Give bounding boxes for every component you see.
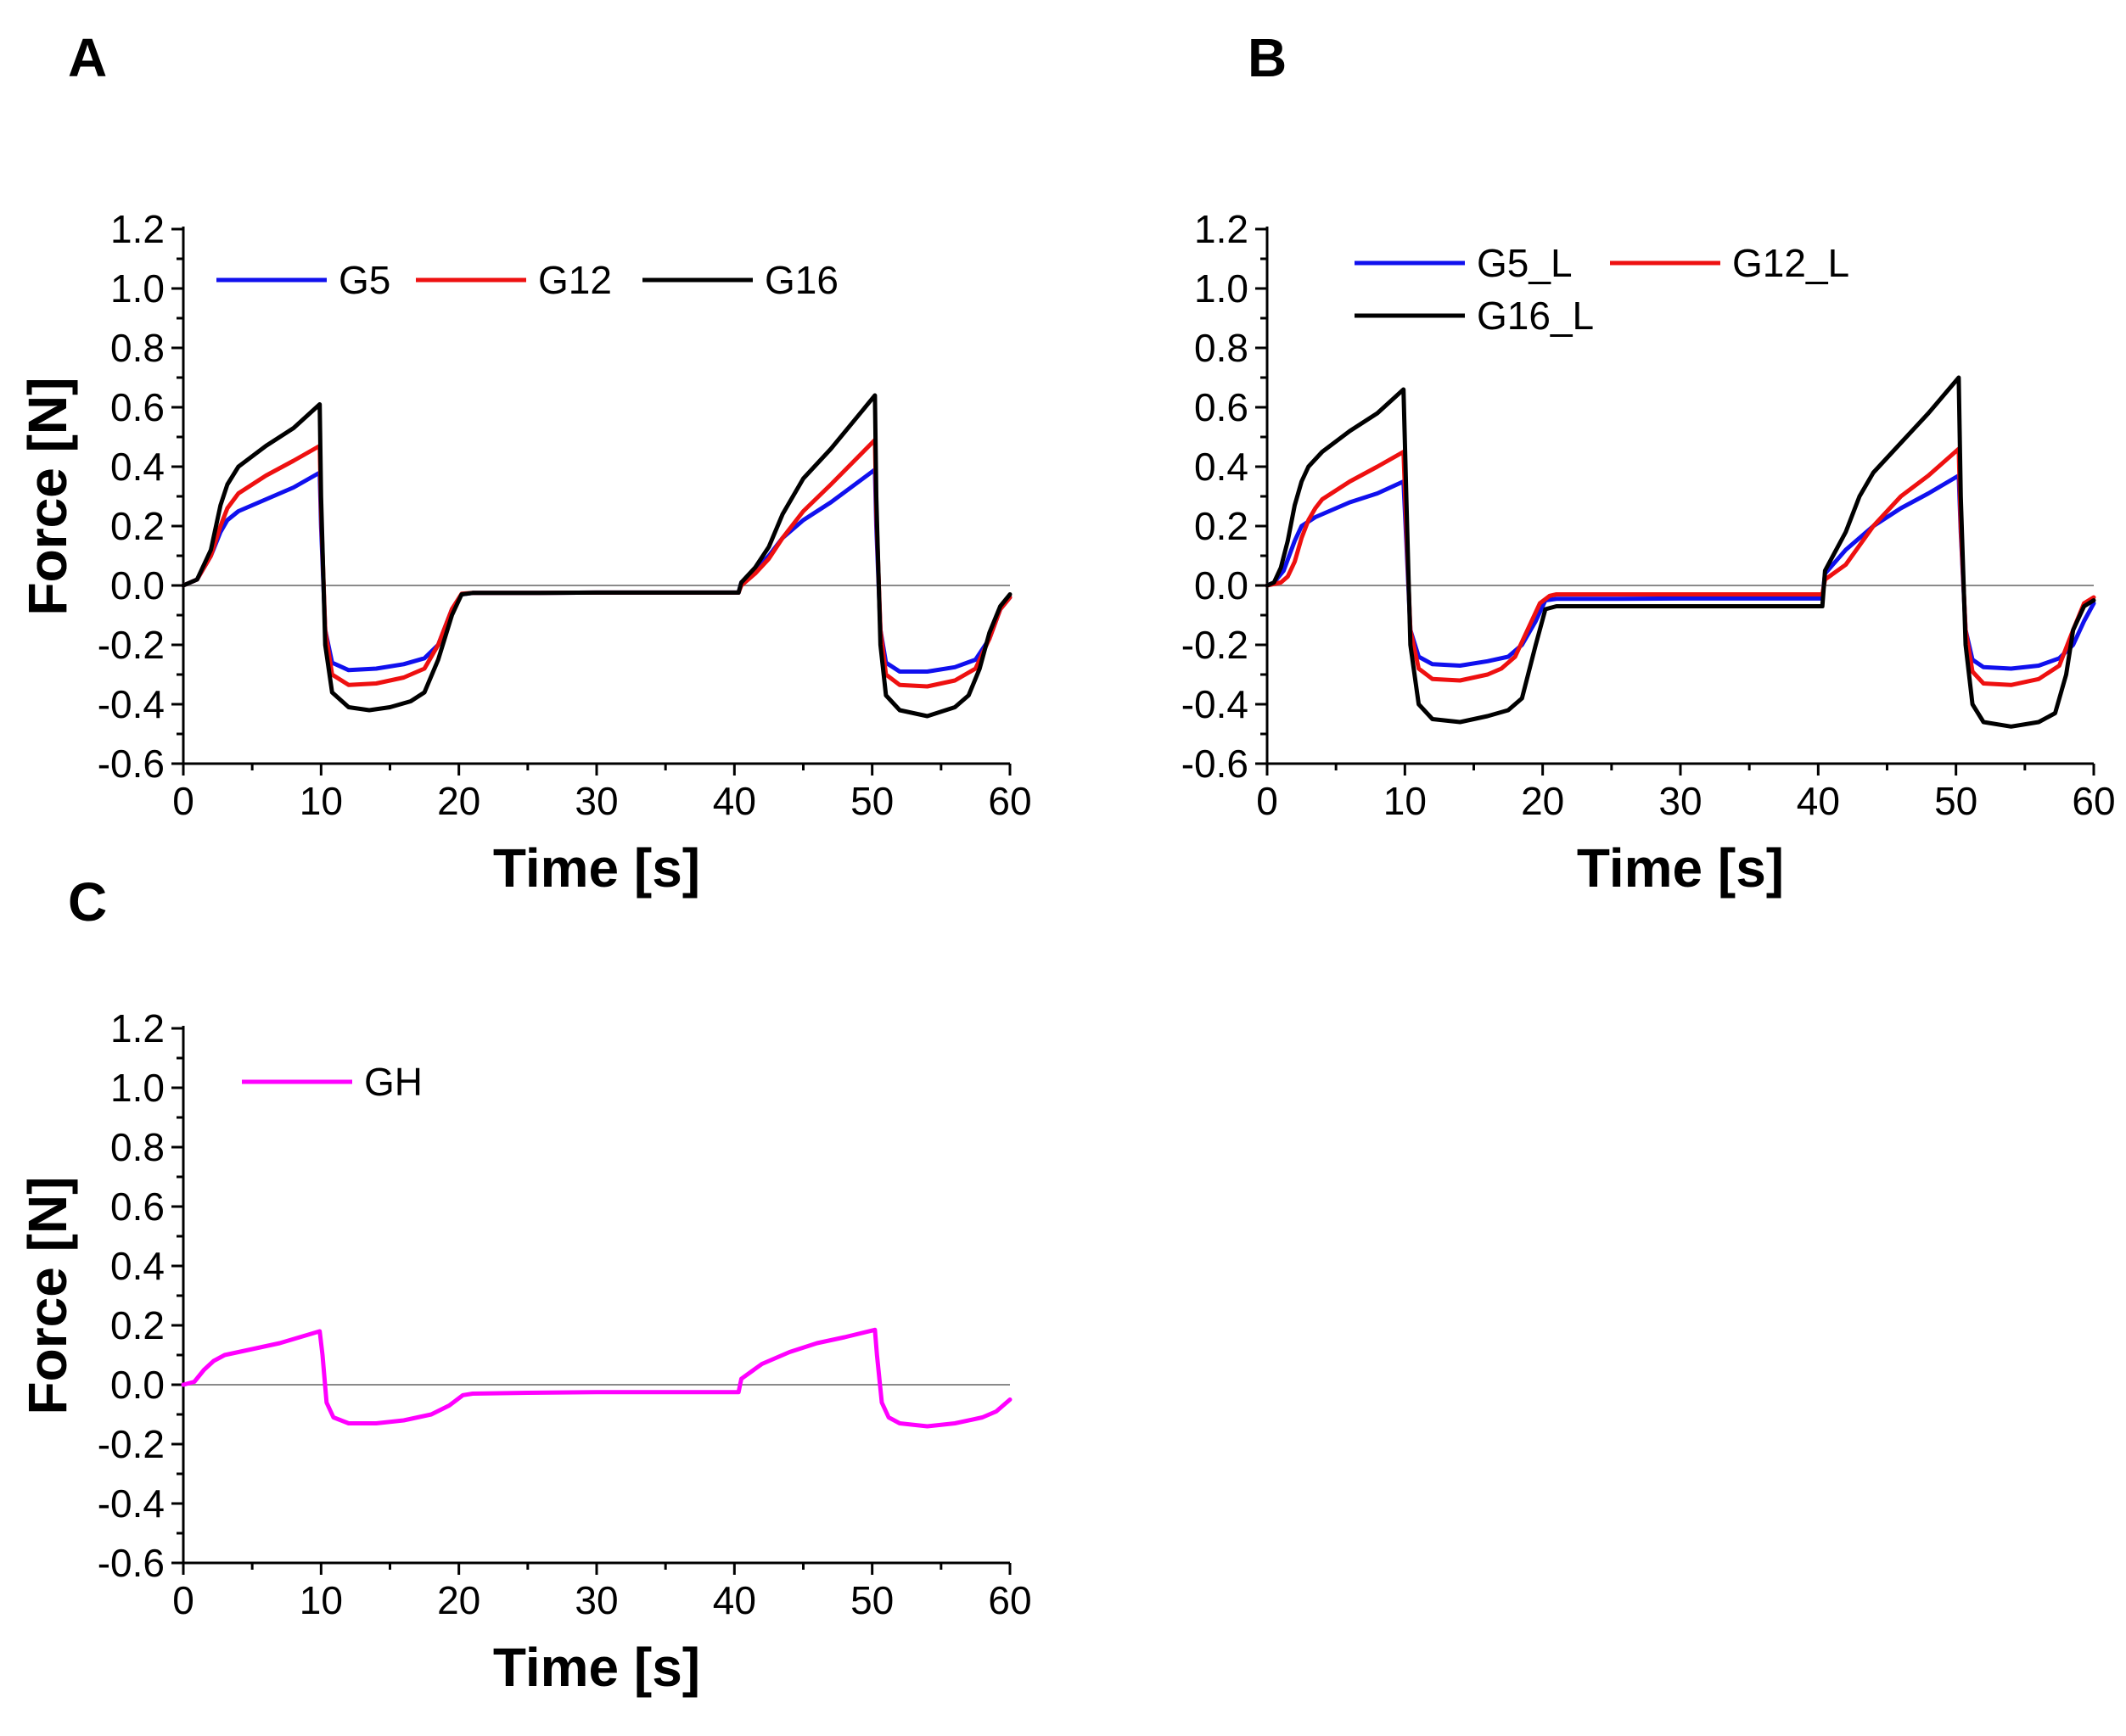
legend: G5 G12 G16 [216, 258, 839, 302]
series-line-gh [181, 1327, 1013, 1429]
series-line-g16 [181, 393, 1013, 719]
legend-label: G12_L [1732, 241, 1849, 285]
x-tick-label: 20 [1521, 779, 1564, 823]
x-tick-label: 20 [437, 1578, 480, 1622]
legend-label: G5 [339, 258, 390, 302]
y-tick-label: 0.6 [110, 385, 165, 429]
x-tick-label: 0 [172, 1578, 194, 1622]
x-tick-label: 0 [172, 779, 194, 823]
x-tick-label: 60 [2072, 779, 2115, 823]
series-line-g5-l [1265, 473, 2096, 671]
x-tick-label: 10 [1383, 779, 1427, 823]
y-tick-label: -0.2 [98, 1422, 165, 1466]
y-tick-label: -0.6 [98, 1541, 165, 1585]
y-tick-label: 0.8 [110, 1125, 165, 1169]
y-tick-label: 0.6 [110, 1184, 165, 1229]
y-tick-label: 0.0 [1194, 563, 1248, 608]
x-tick-label: 40 [713, 1578, 756, 1622]
y-tick-label: 0.4 [1194, 445, 1248, 489]
y-tick-label: 0.4 [110, 1244, 165, 1288]
x-tick-label: 20 [437, 779, 480, 823]
y-axis-title: Force [N] [17, 1177, 78, 1415]
y-tick-label: -0.4 [1181, 682, 1248, 726]
y-tick-label: 0.8 [1194, 326, 1248, 370]
x-tick-label: 10 [300, 1578, 343, 1622]
x-tick-label: 30 [575, 779, 618, 823]
y-tick-label: 0.2 [110, 504, 165, 548]
y-tick-label: 0.6 [1194, 385, 1248, 429]
legend-label: G12 [538, 258, 612, 302]
chart-panel-a: A 1.2 1.0 0.8 0.6 0.4 0.2 0.0 -0.2 -0.4 -0.60 10 20 3… [17, 27, 1032, 899]
panel-label: B [1248, 27, 1287, 88]
x-tick-label: 10 [300, 779, 343, 823]
legend-label: G16 [765, 258, 839, 302]
x-axis-title: Time [s] [1577, 837, 1784, 899]
y-tick-label: -0.4 [98, 1481, 165, 1526]
y-tick-label: 1.0 [110, 266, 165, 311]
panel-label: C [68, 871, 107, 932]
y-tick-label: 1.0 [1194, 266, 1248, 311]
legend: GH [242, 1060, 423, 1104]
panel-label: A [68, 27, 107, 88]
y-tick-label: 1.2 [1194, 207, 1248, 251]
y-tick-label: 1.0 [110, 1066, 165, 1110]
x-tick-label: 40 [713, 779, 756, 823]
legend-label: GH [364, 1060, 423, 1104]
x-axis-title: Time [s] [493, 837, 700, 899]
y-tick-label: 0.8 [110, 326, 165, 370]
x-tick-label: 60 [988, 1578, 1031, 1622]
x-tick-label: 50 [1934, 779, 1977, 823]
y-tick-label: 0.0 [110, 1363, 165, 1407]
x-tick-label: 30 [575, 1578, 618, 1622]
y-tick-label: 1.2 [110, 1006, 165, 1050]
y-tick-label: 0.2 [110, 1303, 165, 1347]
x-axis-title: Time [s] [493, 1637, 700, 1698]
y-tick-label: -0.6 [1181, 742, 1248, 786]
y-axis-title: Force [N] [17, 378, 78, 616]
legend-label: G16_L [1477, 294, 1594, 338]
y-tick-label: -0.2 [98, 623, 165, 667]
y-tick-label: 1.2 [110, 207, 165, 251]
x-tick-label: 50 [850, 779, 894, 823]
x-tick-label: 0 [1256, 779, 1278, 823]
series-line-g12-l [1265, 446, 2096, 687]
y-axis-title: Force [N] [17, 378, 78, 616]
y-tick-label: -0.6 [98, 742, 165, 786]
legend-label: G5_L [1477, 241, 1573, 285]
chart-panel-b: B1.21.00.80.60.40.20.0-0.2-0.4-0.60 10 20 3… [17, 27, 2116, 899]
chart-panel-c: C 1.2 1.0 0.8 0.6 0.4 0.2 0.0 -0.2 -0.4 -0.60 10 20 3… [17, 871, 1032, 1698]
x-tick-label: 50 [850, 1578, 894, 1622]
y-tick-label: 0.4 [110, 445, 165, 489]
y-tick-label: -0.4 [98, 682, 165, 726]
x-tick-label: 60 [988, 779, 1031, 823]
y-tick-label: -0.2 [1181, 623, 1248, 667]
x-tick-label: 30 [1658, 779, 1702, 823]
legend: G5_L G12_L G16_L [1355, 241, 1849, 338]
x-tick-label: 40 [1797, 779, 1840, 823]
y-tick-label: 0.0 [110, 563, 165, 608]
y-tick-label: 0.2 [1194, 504, 1248, 548]
series-line-g16-l [1265, 375, 2096, 729]
